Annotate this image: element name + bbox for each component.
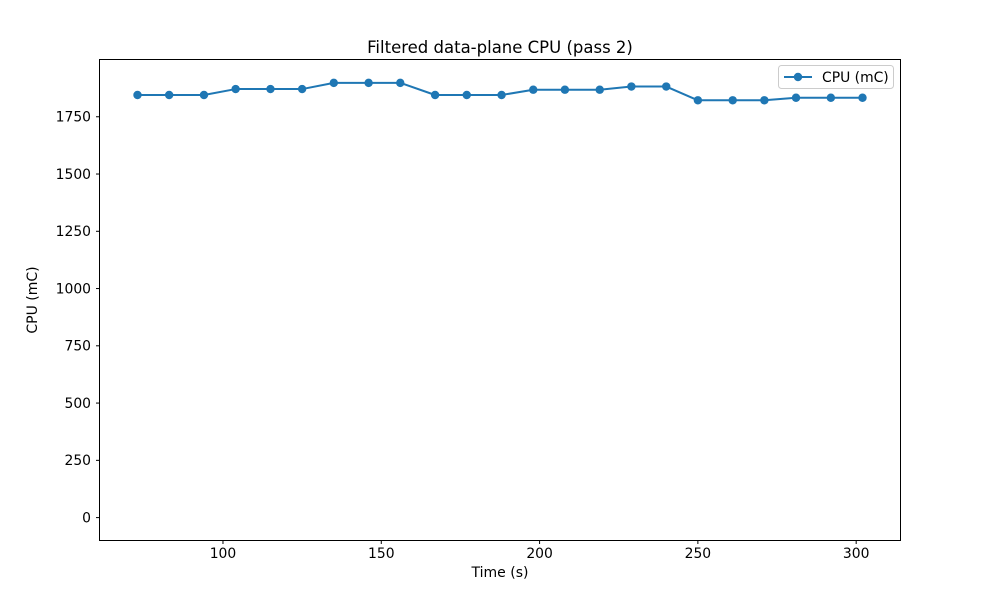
y-tick-label: 1000 <box>56 281 91 297</box>
data-point-marker <box>497 90 506 100</box>
data-point-marker <box>297 84 307 94</box>
legend-box <box>778 65 894 89</box>
plot-border <box>99 59 901 541</box>
data-point-marker <box>529 85 538 94</box>
legend-marker-icon <box>793 72 803 82</box>
data-point-marker <box>760 96 769 105</box>
data-point-marker <box>693 96 703 105</box>
data-point-marker <box>560 85 570 94</box>
y-axis: 0 250 500 750 1000 1250 1500 1750 <box>56 110 100 526</box>
y-tick-label: 0 <box>82 510 91 526</box>
data-point-marker <box>364 78 373 88</box>
data-point-marker <box>164 90 174 100</box>
data-point-marker <box>662 82 671 91</box>
x-tick-label: 150 <box>368 546 395 562</box>
x-tick-label: 100 <box>210 546 237 562</box>
y-tick-label: 1250 <box>56 224 91 240</box>
y-tick-label: 250 <box>64 453 91 469</box>
y-tick-label: 1750 <box>56 110 91 126</box>
x-axis-label: Time (s) <box>471 565 529 581</box>
data-point-marker <box>595 85 604 94</box>
data-point-marker <box>858 93 867 102</box>
data-point-marker <box>826 93 836 102</box>
data-point-marker <box>199 90 209 100</box>
chart-title: Filtered data-plane CPU (pass 2) <box>367 38 633 57</box>
x-axis: 100 150 200 250 300 <box>210 540 870 562</box>
data-point-marker <box>396 78 405 88</box>
data-point-marker <box>627 82 636 91</box>
x-tick-label: 250 <box>685 546 712 562</box>
data-point-marker <box>728 96 737 105</box>
x-tick-label: 300 <box>843 546 870 562</box>
data-point-marker <box>791 93 801 102</box>
y-tick-label: 500 <box>64 396 91 412</box>
data-point-marker <box>266 84 275 94</box>
y-tick-label: 750 <box>64 339 91 355</box>
y-axis-label: CPU (mC) <box>25 266 41 333</box>
data-point-marker <box>462 90 471 100</box>
data-point-marker <box>430 90 440 100</box>
data-point-marker <box>231 84 240 94</box>
x-tick-label: 200 <box>526 546 553 562</box>
data-point-marker <box>133 90 142 100</box>
y-tick-label: 1500 <box>56 167 91 183</box>
data-point-marker <box>329 78 338 88</box>
series-layer <box>133 78 867 105</box>
legend-label: CPU (mC) <box>822 70 889 86</box>
legend: CPU (mC) <box>778 65 894 89</box>
